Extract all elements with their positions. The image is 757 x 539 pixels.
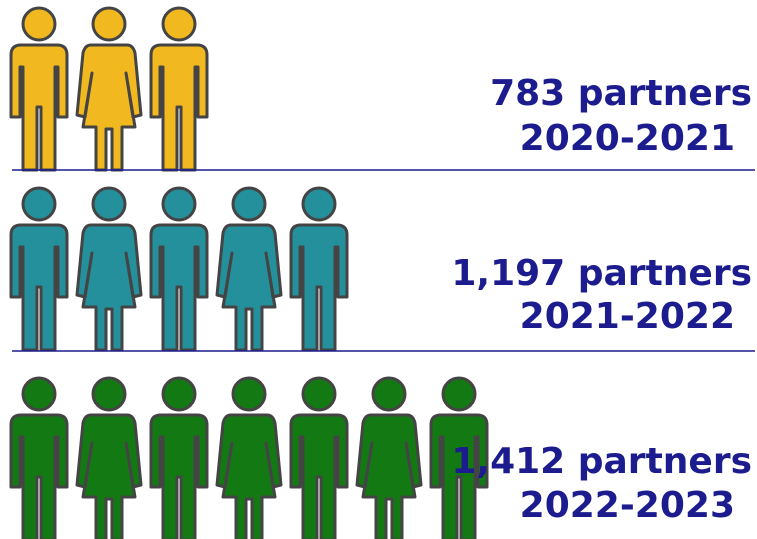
icon-body [9, 223, 69, 352]
icon-head [371, 376, 407, 412]
icon-head [21, 6, 57, 42]
person-icon [289, 376, 349, 539]
person-icon [9, 6, 69, 172]
period: 2022-2023 [520, 485, 735, 526]
icon-body [75, 413, 143, 539]
person-icon [75, 376, 143, 539]
icon-body [149, 223, 209, 352]
icon-head [231, 376, 267, 412]
person-icon [75, 6, 143, 172]
icon-head [231, 186, 267, 222]
icon-body [75, 223, 143, 352]
person-icon [149, 186, 209, 352]
person-icon [429, 376, 489, 539]
icon-body [289, 413, 349, 539]
icon-body [9, 413, 69, 539]
icon-head [91, 186, 127, 222]
period: 2020-2021 [520, 118, 735, 159]
person-icon [289, 186, 349, 352]
partner-count: 1,412 partners [451, 441, 752, 482]
icon-body [9, 43, 69, 172]
icon-head [21, 186, 57, 222]
person-icon [75, 186, 143, 352]
partner-count: 783 partners [490, 73, 752, 114]
icon-head [301, 376, 337, 412]
person-icon [355, 376, 423, 539]
person-icon [149, 6, 209, 172]
icon-body [355, 413, 423, 539]
partner-count: 1,197 partners [451, 253, 752, 294]
icon-head [21, 376, 57, 412]
icon-head [91, 376, 127, 412]
icon-body [149, 413, 209, 539]
icon-body [149, 43, 209, 172]
icon-body [215, 223, 283, 352]
person-icon [9, 186, 69, 352]
person-icon [215, 186, 283, 352]
icon-head [91, 6, 127, 42]
icon-head [441, 376, 477, 412]
icon-head [161, 6, 197, 42]
icon-head [301, 186, 337, 222]
icon-body [215, 413, 283, 539]
icon-body [429, 413, 489, 539]
person-icon [9, 376, 69, 539]
icon-head [161, 376, 197, 412]
person-icon [149, 376, 209, 539]
icon-body [289, 223, 349, 352]
period: 2021-2022 [520, 296, 735, 337]
icon-head [161, 186, 197, 222]
icon-body [75, 43, 143, 172]
person-icon [215, 376, 283, 539]
